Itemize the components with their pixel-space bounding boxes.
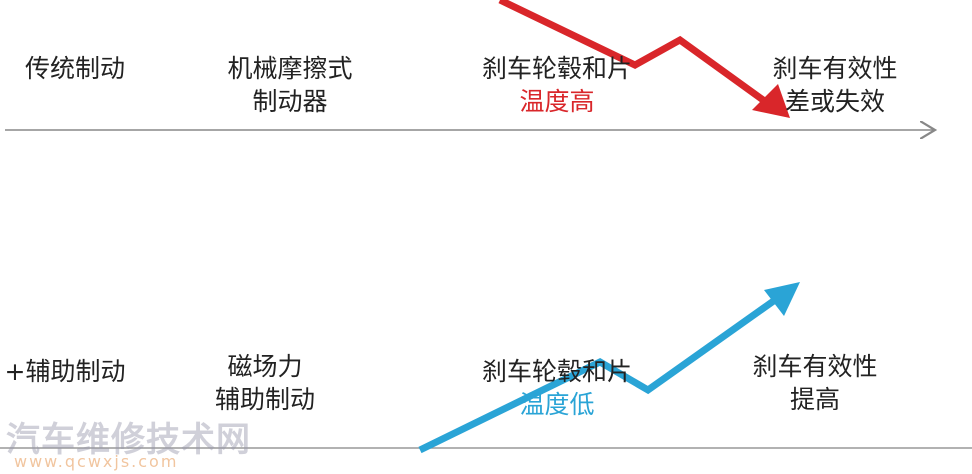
label: 温度高	[519, 87, 595, 116]
label: 提高	[789, 385, 840, 414]
label: 传统制动	[24, 54, 125, 83]
label: 辅助制动	[214, 385, 315, 414]
stage: 传统制动	[0, 52, 195, 85]
label: 制动器	[252, 87, 328, 116]
label: +辅助制动	[4, 357, 126, 386]
stage: 机械摩擦式 制动器	[170, 52, 410, 118]
label: 刹车轮毂和片	[481, 54, 632, 83]
label: 刹车轮毂和片	[481, 357, 632, 386]
watermark-url: www.qcwxjs.com	[14, 452, 179, 471]
label: 刹车有效性	[752, 352, 878, 381]
blue-arrow-head	[764, 282, 800, 316]
red-trend-arrow	[498, 0, 773, 108]
label: 机械摩擦式	[227, 54, 353, 83]
stage: 刹车轮毂和片 温度低	[437, 355, 677, 421]
stage: +辅助制动	[0, 355, 185, 388]
red-arrow-head	[752, 84, 790, 118]
stage: 刹车有效性 提高	[695, 350, 935, 416]
stage: 磁场力 辅助制动	[145, 350, 385, 416]
label: 刹车有效性	[772, 54, 898, 83]
label: 差或失效	[784, 87, 885, 116]
watermark: 汽车维修技术网	[6, 420, 251, 460]
label: 温度低	[519, 390, 595, 419]
blue-trend-arrow	[418, 292, 785, 454]
stage: 刹车轮毂和片 温度高	[437, 52, 677, 118]
stage: 刹车有效性 差或失效	[715, 52, 955, 118]
label: 磁场力	[227, 352, 303, 381]
